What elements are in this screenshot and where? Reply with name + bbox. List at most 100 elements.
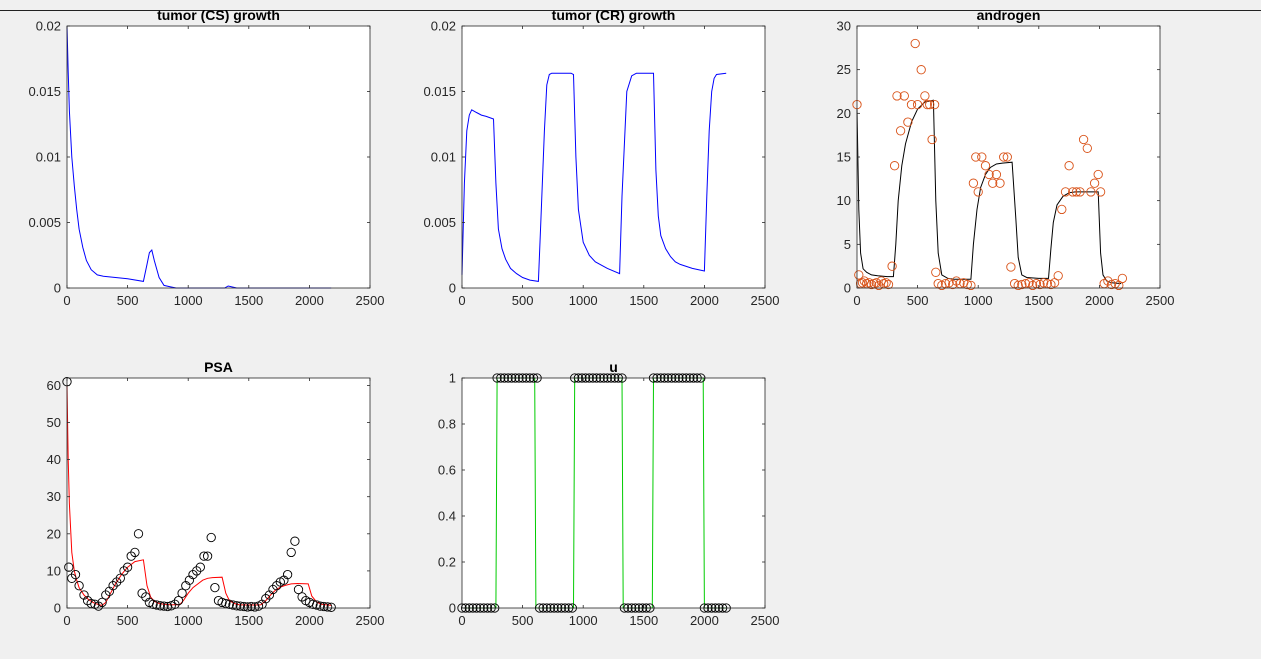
data-point xyxy=(133,529,144,539)
data-point xyxy=(290,536,300,546)
y-tick-label: 0.015 xyxy=(28,84,61,99)
data-point xyxy=(927,134,937,145)
y-tick-label: 5 xyxy=(844,237,851,252)
data-point xyxy=(74,581,84,591)
data-point xyxy=(239,601,249,612)
x-tick-label: 2500 xyxy=(751,613,780,628)
data-point xyxy=(173,595,184,606)
y-tick-label: 30 xyxy=(837,19,851,34)
y-tick-label: 0.015 xyxy=(423,84,456,99)
data-point xyxy=(319,601,329,612)
data-point xyxy=(137,588,147,598)
data-point xyxy=(977,152,987,162)
y-tick-label: 0 xyxy=(449,601,456,616)
chart-title: tumor (CS) growth xyxy=(157,7,280,23)
y-tick-label: 10 xyxy=(47,563,61,578)
data-point xyxy=(82,595,93,606)
x-tick-label: 500 xyxy=(117,293,139,308)
x-tick-label: 1000 xyxy=(569,613,598,628)
y-tick-label: 10 xyxy=(837,193,851,208)
x-tick-label: 0 xyxy=(63,293,70,308)
data-point xyxy=(1106,279,1117,290)
x-tick-label: 2500 xyxy=(356,293,385,308)
data-point xyxy=(195,562,205,572)
data-point xyxy=(286,547,296,558)
x-tick-label: 0 xyxy=(63,613,70,628)
data-point xyxy=(864,278,874,288)
y-tick-label: 0.8 xyxy=(438,417,456,432)
data-point xyxy=(232,601,242,611)
y-tick-label: 40 xyxy=(47,452,61,467)
data-point xyxy=(181,581,191,591)
x-tick-label: 1000 xyxy=(174,293,203,308)
y-tick-label: 20 xyxy=(837,106,851,121)
x-tick-label: 1000 xyxy=(569,293,598,308)
data-point xyxy=(922,99,932,110)
data-point xyxy=(883,279,894,290)
data-point xyxy=(887,261,897,271)
y-tick-label: 0.005 xyxy=(423,215,456,230)
data-point xyxy=(988,178,998,188)
data-point xyxy=(326,602,336,612)
data-point xyxy=(892,91,902,101)
data-point xyxy=(906,99,917,110)
data-point xyxy=(871,278,882,288)
data-point xyxy=(857,278,868,288)
chart-title: tumor (CR) growth xyxy=(552,7,676,23)
data-point xyxy=(854,270,864,280)
x-tick-label: 1500 xyxy=(234,293,263,308)
y-tick-label: 1 xyxy=(449,371,456,386)
data-point xyxy=(192,566,202,576)
data-point xyxy=(112,577,122,587)
x-tick-label: 500 xyxy=(117,613,139,628)
y-tick-label: 0.01 xyxy=(431,150,456,165)
x-tick-label: 1500 xyxy=(1024,293,1053,308)
data-point xyxy=(282,569,293,580)
x-tick-label: 500 xyxy=(907,293,929,308)
data-layer xyxy=(461,72,727,282)
data-point xyxy=(1002,152,1012,162)
x-tick-label: 0 xyxy=(458,293,465,308)
data-point xyxy=(1057,204,1067,215)
data-point xyxy=(948,279,958,290)
data-point xyxy=(916,65,926,75)
y-tick-label: 50 xyxy=(47,415,61,430)
y-tick-label: 0.005 xyxy=(28,215,61,230)
data-point xyxy=(984,169,994,180)
data-point xyxy=(162,601,173,612)
axes-box xyxy=(66,377,371,609)
data-point xyxy=(312,600,322,610)
data-point xyxy=(115,573,125,583)
data-point xyxy=(141,592,151,602)
data-point xyxy=(108,581,118,591)
data-point xyxy=(920,91,930,101)
y-tick-label: 0.02 xyxy=(36,19,61,34)
data-point xyxy=(206,532,216,543)
x-tick-label: 500 xyxy=(512,293,534,308)
data-point xyxy=(188,569,198,580)
data-point xyxy=(991,169,1002,180)
y-tick-label: 0 xyxy=(844,281,851,296)
data-point xyxy=(1053,271,1063,281)
data-point xyxy=(962,279,972,290)
data-point xyxy=(97,597,107,608)
data-point xyxy=(1064,161,1074,171)
data-point xyxy=(159,601,169,611)
data-point xyxy=(297,592,307,602)
y-tick-label: 0 xyxy=(449,281,456,296)
data-point xyxy=(1095,187,1106,197)
data-point xyxy=(272,581,282,591)
x-tick-label: 2500 xyxy=(751,293,780,308)
data-point xyxy=(971,152,981,162)
y-tick-label: 0.6 xyxy=(438,463,456,478)
y-tick-label: 0 xyxy=(54,281,61,296)
y-tick-label: 25 xyxy=(837,62,851,77)
data-point xyxy=(1017,279,1027,290)
x-tick-label: 1000 xyxy=(964,293,993,308)
chart-cr: 0 500 1000 1500 2000 2500 0 0.005 0.01 0.015 0.02 t… xyxy=(423,7,779,308)
x-tick-label: 2500 xyxy=(1146,293,1175,308)
x-tick-label: 2000 xyxy=(1085,293,1114,308)
data-point xyxy=(889,161,900,171)
data-point xyxy=(177,588,187,598)
